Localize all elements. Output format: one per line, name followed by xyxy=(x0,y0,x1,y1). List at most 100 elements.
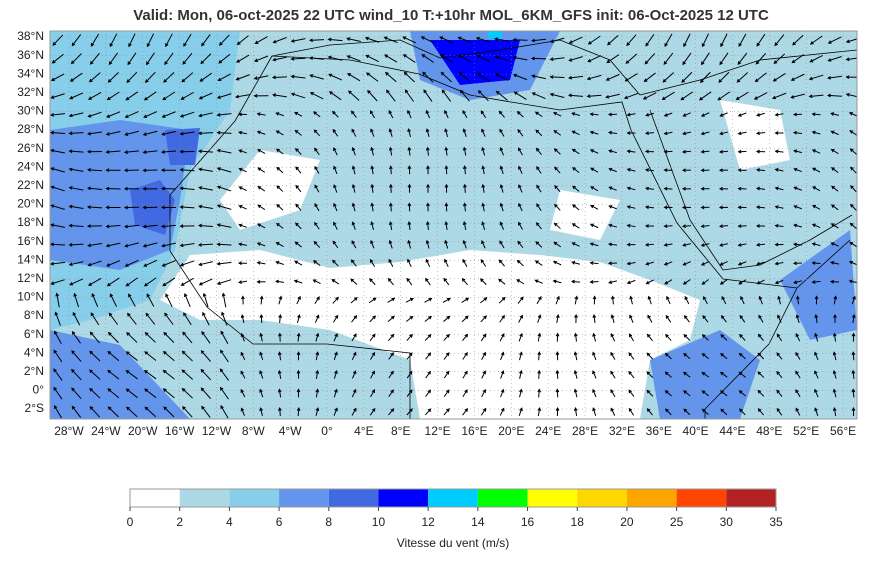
wind-arrow xyxy=(294,111,303,117)
wind-arrow xyxy=(54,311,61,326)
wind-arrow xyxy=(106,91,120,101)
wind-arrow xyxy=(350,297,358,304)
wind-arrow xyxy=(572,204,580,211)
wind-arrow xyxy=(830,260,840,265)
wind-arrow xyxy=(370,128,375,137)
wind-arrow xyxy=(720,390,728,397)
wind-arrow xyxy=(421,54,435,63)
wind-arrow xyxy=(718,186,729,191)
wind-arrow xyxy=(425,109,431,119)
wind-arrow xyxy=(165,293,173,307)
wind-arrow xyxy=(50,204,65,210)
wind-arrow xyxy=(757,352,765,360)
wind-arrow xyxy=(179,260,195,267)
wind-arrow xyxy=(370,183,375,193)
wind-arrow xyxy=(700,149,710,154)
wind-arrow xyxy=(216,113,232,117)
wind-arrow xyxy=(700,261,710,266)
wind-arrow xyxy=(315,407,320,417)
wind-arrow xyxy=(238,167,247,173)
wind-arrow xyxy=(369,278,376,286)
wind-arrow xyxy=(439,54,453,63)
wind-arrow xyxy=(314,221,320,230)
wind-arrow xyxy=(517,240,524,249)
wind-arrow xyxy=(531,74,546,80)
wind-arrow xyxy=(701,52,710,66)
wind-arrow xyxy=(50,261,66,266)
wind-arrow xyxy=(272,37,287,44)
wind-arrow xyxy=(774,223,784,228)
wind-arrow xyxy=(365,54,379,63)
wind-arrow xyxy=(646,333,653,342)
lon-label: 40°E xyxy=(683,424,709,438)
wind-arrow xyxy=(124,150,140,154)
wind-arrow xyxy=(664,408,672,416)
wind-arrow xyxy=(756,186,766,191)
wind-arrow xyxy=(500,370,505,379)
wind-arrow xyxy=(848,260,857,266)
wind-arrow xyxy=(388,370,394,379)
wind-arrow xyxy=(555,332,560,342)
wind-arrow xyxy=(89,369,101,380)
wind-arrow xyxy=(718,168,729,173)
wind-arrow xyxy=(518,332,523,342)
wind-arrow xyxy=(589,223,599,229)
wind-arrow xyxy=(68,131,84,136)
lon-label: 20°W xyxy=(128,424,158,438)
wind-arrow xyxy=(333,202,338,212)
wind-arrow xyxy=(535,241,543,248)
wind-arrow xyxy=(388,109,394,119)
wind-arrow xyxy=(259,351,264,361)
lon-label: 24°W xyxy=(91,424,121,438)
wind-arrow xyxy=(216,148,232,154)
wind-arrow xyxy=(549,37,565,44)
wind-arrow xyxy=(314,314,320,323)
lat-label: 32°N xyxy=(17,85,44,99)
wind-arrow xyxy=(626,149,636,154)
wind-arrow xyxy=(407,109,412,119)
wind-arrow xyxy=(235,94,250,99)
wind-arrow xyxy=(610,295,615,305)
wind-arrow xyxy=(125,388,138,399)
wind-arrow xyxy=(327,37,343,42)
wind-arrow xyxy=(827,75,843,80)
wind-arrow xyxy=(312,279,321,285)
wind-arrow xyxy=(795,351,801,360)
wind-arrow xyxy=(644,224,655,228)
lat-label: 20°N xyxy=(17,197,44,211)
wind-arrow xyxy=(682,371,691,378)
wind-arrow xyxy=(238,223,247,228)
wind-arrow xyxy=(238,205,247,210)
wind-arrow xyxy=(71,350,82,362)
wind-arrow xyxy=(308,38,325,43)
wind-arrow xyxy=(50,73,65,82)
wind-arrow xyxy=(534,260,543,266)
wind-arrow xyxy=(718,149,729,154)
wind-arrow xyxy=(142,224,158,229)
wind-arrow xyxy=(124,242,139,248)
wind-arrow xyxy=(332,296,339,304)
colorbar-tick-label: 2 xyxy=(176,515,183,529)
wind-arrow xyxy=(774,112,784,117)
wind-arrow xyxy=(422,71,434,83)
wind-arrow xyxy=(608,280,618,284)
wind-arrow xyxy=(53,349,63,363)
wind-arrow xyxy=(55,292,60,308)
wind-arrow xyxy=(589,112,599,117)
wind-arrow xyxy=(776,333,783,342)
wind-arrow xyxy=(552,260,562,266)
wind-arrow xyxy=(683,390,691,397)
wind-arrow xyxy=(567,93,584,98)
wind-arrow xyxy=(370,370,375,379)
wind-arrow xyxy=(626,242,636,247)
wind-arrow xyxy=(369,315,377,323)
wind-arrow xyxy=(737,52,748,65)
wind-arrow xyxy=(738,408,746,416)
wind-arrow xyxy=(814,314,819,324)
wind-arrow xyxy=(351,183,356,193)
wind-arrow xyxy=(404,89,414,102)
wind-arrow xyxy=(254,55,269,63)
wind-arrow xyxy=(774,205,784,209)
wind-arrow xyxy=(106,260,121,267)
wind-arrow xyxy=(832,369,837,379)
